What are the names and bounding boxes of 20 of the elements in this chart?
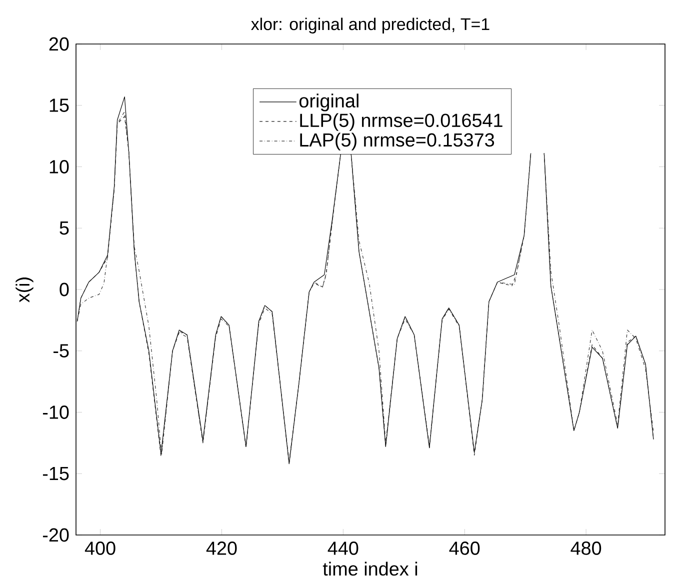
y-tick-label: -5	[54, 344, 69, 358]
y-tick-label: -10	[42, 406, 69, 419]
y-tick-label: 10	[50, 160, 69, 174]
x-tick-label: 460	[449, 542, 480, 555]
y-tick-label: 20	[49, 37, 69, 51]
x-tick-label: 420	[206, 542, 237, 555]
y-tick-label: -20	[42, 528, 69, 542]
x-tick-label: 480	[570, 542, 602, 555]
x-axis-title: time index i	[322, 562, 418, 576]
y-tick-label: 5	[60, 222, 69, 235]
legend-label: LAP(5) nrmse=0.15373	[300, 132, 494, 150]
y-axis-title: x(i)	[16, 278, 34, 302]
y-tick-label: -15	[42, 467, 69, 480]
x-tick-label: 440	[328, 542, 358, 555]
x-tick-label: 400	[84, 542, 116, 555]
legend-label: LLP(5) nrmse=0.016541	[300, 113, 502, 131]
y-tick-label: 0	[60, 282, 69, 296]
y-tick-label: 15	[50, 98, 69, 112]
chart-title: xlor: original and predicted, T=1	[251, 18, 490, 34]
legend-label: original	[299, 94, 358, 112]
